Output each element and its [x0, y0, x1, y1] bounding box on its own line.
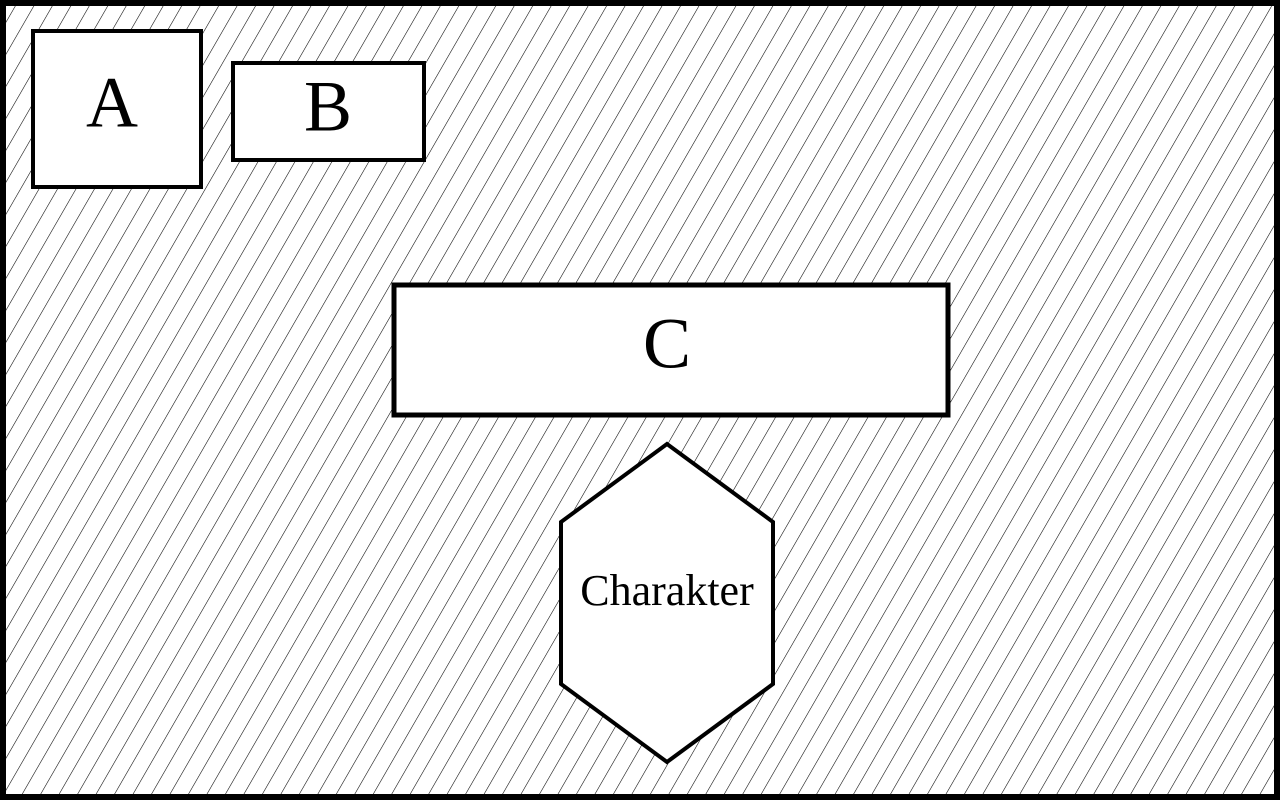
- box-b-shape: [231, 61, 426, 162]
- box-a-label: A: [86, 63, 138, 143]
- hexagon-node: Charakter: [559, 441, 775, 765]
- box-b-label: B: [304, 67, 352, 147]
- box-b: B: [231, 61, 426, 162]
- box-c-label: C: [643, 304, 691, 384]
- box-c: C: [391, 282, 951, 418]
- box-a-shape: [31, 29, 203, 189]
- hexagon-label: Charakter: [580, 566, 754, 615]
- box-c-shape: [391, 282, 951, 418]
- box-a: A: [31, 29, 203, 189]
- hexagon-shape: [559, 441, 775, 765]
